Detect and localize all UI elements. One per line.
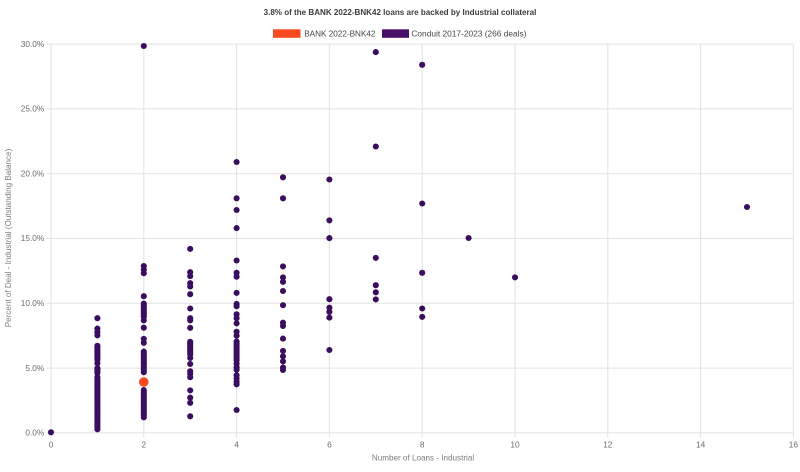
svg-text:3.8% of the BANK 2022-BNK42 lo: 3.8% of the BANK 2022-BNK42 loans are ba… <box>264 7 537 17</box>
svg-text:4: 4 <box>234 439 239 449</box>
svg-text:30.0%: 30.0% <box>21 39 45 49</box>
svg-text:12: 12 <box>603 439 613 449</box>
svg-text:2: 2 <box>141 439 146 449</box>
svg-text:10: 10 <box>510 439 520 449</box>
svg-text:Percent of Deal - Industrial (: Percent of Deal - Industrial (Outstandin… <box>3 148 13 327</box>
svg-text:Number of Loans - Industrial: Number of Loans - Industrial <box>372 453 474 463</box>
svg-text:0.0%: 0.0% <box>25 428 45 438</box>
svg-text:25.0%: 25.0% <box>21 104 45 114</box>
svg-text:6: 6 <box>327 439 332 449</box>
svg-text:16: 16 <box>789 439 799 449</box>
svg-text:Conduit 2017-2023 (266 deals): Conduit 2017-2023 (266 deals) <box>411 29 526 39</box>
svg-text:15.0%: 15.0% <box>21 233 45 243</box>
svg-text:8: 8 <box>420 439 425 449</box>
svg-text:20.0%: 20.0% <box>21 168 45 178</box>
svg-text:10.0%: 10.0% <box>21 298 45 308</box>
svg-text:5.0%: 5.0% <box>25 363 45 373</box>
svg-text:BANK 2022-BNK42: BANK 2022-BNK42 <box>304 29 376 39</box>
svg-text:14: 14 <box>696 439 706 449</box>
svg-text:0: 0 <box>49 439 54 449</box>
